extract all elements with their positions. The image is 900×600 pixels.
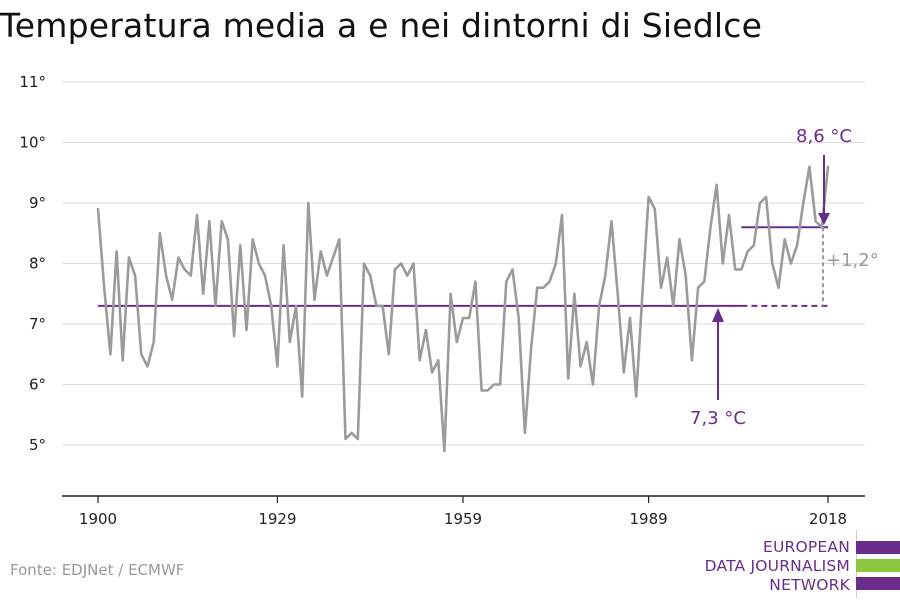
logo-line-3: NETWORK [769, 576, 850, 594]
y-tick-label-10: 10° [19, 134, 46, 152]
logo-bar-green [856, 559, 900, 572]
series-layer [96, 165, 830, 453]
x-tick-label-2018: 2018 [809, 510, 847, 528]
annotations: 8,6 °C 7,3 °C +1,2° [690, 126, 879, 429]
y-axis-labels: 5° 6° 7° 8° 9° 10° 11° [19, 73, 46, 454]
logo-bar-purple-1 [856, 541, 900, 554]
recent-mean-label: 8,6 °C [796, 126, 852, 147]
edjnet-logo: EUROPEAN DATA JOURNALISM NETWORK [705, 530, 900, 598]
x-axis: 1900 1929 1959 1989 2018 [62, 495, 865, 528]
logo-text: EUROPEAN DATA JOURNALISM NETWORK [705, 538, 850, 595]
x-tick-label-1989: 1989 [629, 510, 667, 528]
y-tick-label-11: 11° [19, 73, 46, 91]
logo-line-1: EUROPEAN [762, 538, 850, 556]
y-tick-label-8: 8° [29, 255, 46, 273]
x-tick-label-1929: 1929 [258, 510, 296, 528]
baseline-mean-arrowhead [712, 308, 724, 322]
source-credit: Fonte: EDJNet / ECMWF [10, 561, 185, 579]
difference-label: +1,2° [826, 250, 879, 271]
baseline-mean-label: 7,3 °C [690, 408, 746, 429]
chart-title: Temperatura media a e nei dintorni di Si… [0, 6, 763, 45]
temperature-series-line [96, 165, 830, 453]
gridlines [62, 81, 865, 446]
y-tick-label-5: 5° [29, 436, 46, 454]
recent-mean-arrowhead [818, 213, 830, 225]
y-tick-label-7: 7° [29, 315, 46, 333]
x-tick-label-1900: 1900 [79, 510, 117, 528]
y-tick-label-9: 9° [29, 194, 46, 212]
logo-line-2: DATA JOURNALISM [704, 557, 850, 575]
y-tick-label-6: 6° [29, 376, 46, 394]
logo-bar-purple-2 [856, 577, 900, 590]
x-tick-label-1959: 1959 [444, 510, 482, 528]
